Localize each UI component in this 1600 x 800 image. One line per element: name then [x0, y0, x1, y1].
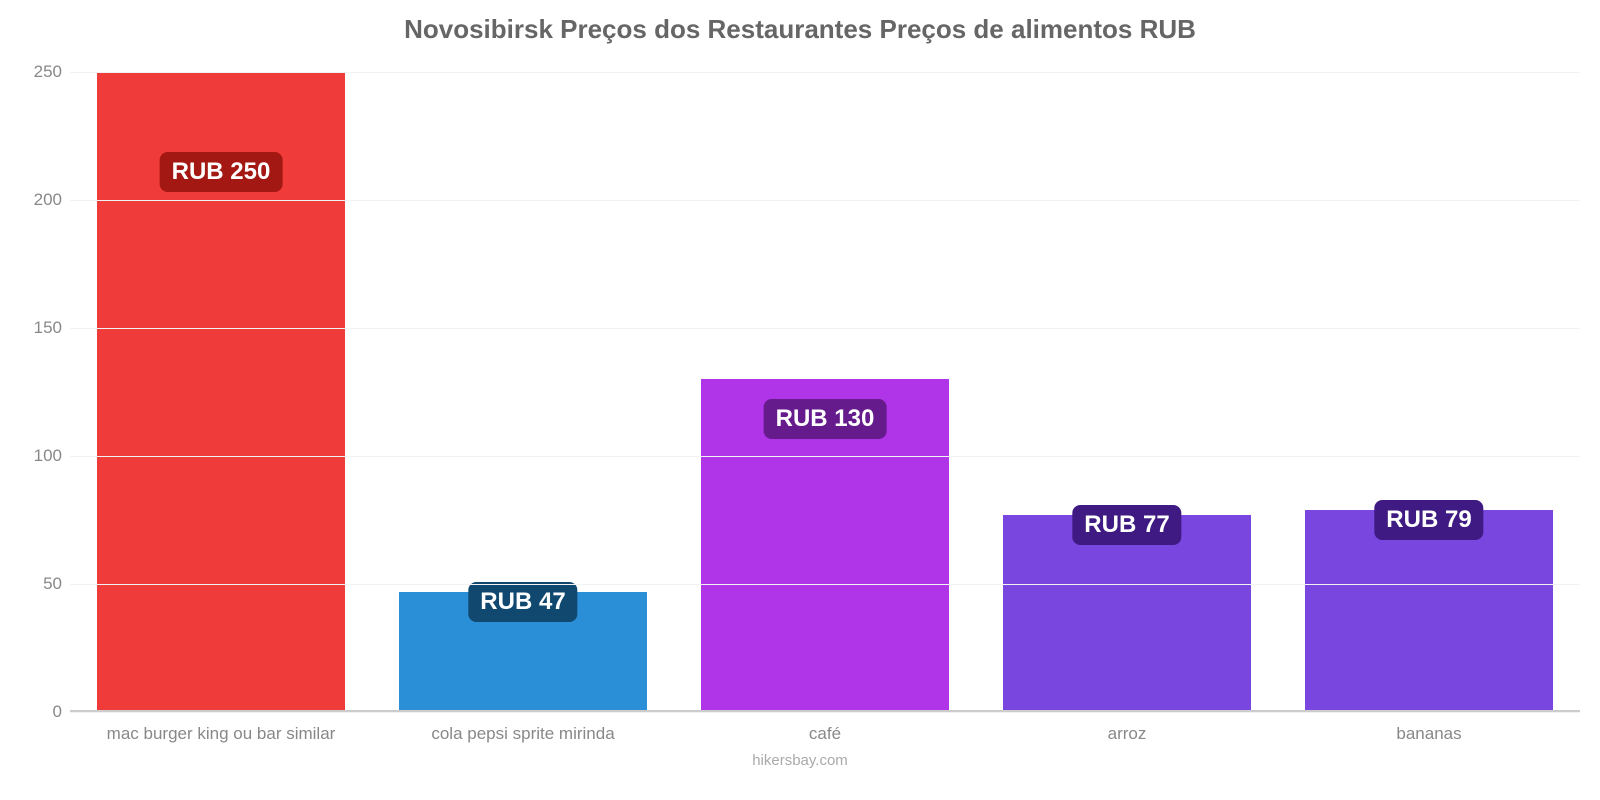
y-tick-label: 150 [34, 318, 70, 338]
grid-line [70, 72, 1580, 73]
x-tick-label: arroz [1108, 724, 1147, 744]
grid-line [70, 456, 1580, 457]
bar-slot: RUB 250 [97, 52, 345, 712]
price-bar-chart: Novosibirsk Preços dos Restaurantes Preç… [0, 0, 1600, 800]
value-badge: RUB 47 [468, 582, 577, 622]
value-badge: RUB 250 [160, 152, 283, 192]
y-tick-label: 50 [43, 574, 70, 594]
plot-area: RUB 250RUB 47RUB 130RUB 77RUB 79 0501001… [70, 52, 1580, 712]
value-badge: RUB 130 [764, 399, 887, 439]
bar-slot: RUB 77 [1003, 52, 1251, 712]
y-tick-label: 100 [34, 446, 70, 466]
y-tick-label: 0 [53, 702, 70, 722]
grid-line [70, 712, 1580, 713]
bar-slot: RUB 47 [399, 52, 647, 712]
bar-slot: RUB 130 [701, 52, 949, 712]
grid-line [70, 584, 1580, 585]
x-tick-label: mac burger king ou bar similar [107, 724, 336, 744]
chart-title: Novosibirsk Preços dos Restaurantes Preç… [0, 0, 1600, 45]
x-tick-label: bananas [1396, 724, 1461, 744]
chart-footer: hikersbay.com [0, 752, 1600, 769]
x-tick-label: cola pepsi sprite mirinda [431, 724, 614, 744]
value-badge: RUB 79 [1374, 500, 1483, 540]
x-tick-label: café [809, 724, 841, 744]
y-tick-label: 250 [34, 62, 70, 82]
value-badge: RUB 77 [1072, 505, 1181, 545]
bar-slot: RUB 79 [1305, 52, 1553, 712]
bar [1305, 510, 1553, 712]
bars-layer: RUB 250 RUB 47 RUB 130 RUB 77 RUB 79 [70, 52, 1580, 712]
grid-line [70, 200, 1580, 201]
y-tick-label: 200 [34, 190, 70, 210]
grid-line [70, 328, 1580, 329]
